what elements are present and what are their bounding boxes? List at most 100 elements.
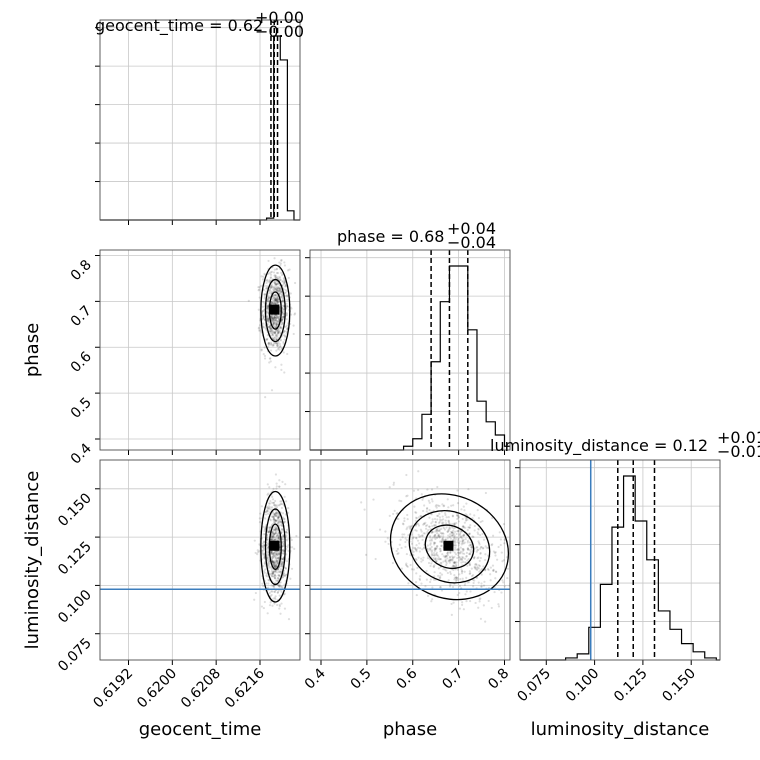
sample-point xyxy=(257,327,260,330)
sample-point xyxy=(282,351,285,354)
sample-point xyxy=(276,554,279,557)
sample-point xyxy=(478,559,481,562)
sample-point xyxy=(480,573,483,576)
sample-point xyxy=(431,598,434,601)
sample-point xyxy=(273,565,276,568)
sample-point xyxy=(262,322,265,325)
sample-point xyxy=(268,327,272,330)
sample-point xyxy=(275,271,279,275)
sample-point xyxy=(477,540,480,543)
sample-point xyxy=(272,533,276,537)
sample-point xyxy=(273,528,276,531)
sample-point xyxy=(448,526,451,529)
sample-point xyxy=(417,556,420,559)
sample-point xyxy=(483,580,486,583)
sample-point xyxy=(440,544,443,547)
sample-point xyxy=(277,327,280,330)
sample-point xyxy=(273,574,276,578)
sample-point xyxy=(292,324,295,327)
sample-point xyxy=(279,500,282,503)
sample-point xyxy=(456,577,459,580)
sample-point xyxy=(269,330,273,333)
sample-point xyxy=(274,317,278,321)
sample-point xyxy=(283,279,286,282)
sample-point xyxy=(262,275,265,278)
sample-point xyxy=(405,539,408,542)
sample-point xyxy=(275,314,278,317)
sample-point xyxy=(429,580,432,584)
sample-point xyxy=(412,536,415,539)
sample-point xyxy=(277,516,280,519)
sample-point xyxy=(431,520,434,523)
sample-point xyxy=(500,551,503,554)
sample-point xyxy=(456,548,459,551)
sample-point xyxy=(423,504,426,507)
sample-point xyxy=(273,590,276,594)
sample-point xyxy=(278,552,281,555)
sample-point xyxy=(271,572,274,575)
sample-point xyxy=(277,520,280,523)
sample-point xyxy=(271,495,274,498)
sample-point xyxy=(445,562,448,565)
sample-point xyxy=(275,527,278,531)
sample-point xyxy=(453,523,456,526)
sample-point xyxy=(274,511,278,515)
sample-point xyxy=(267,300,270,304)
sample-point xyxy=(288,268,291,271)
sample-point xyxy=(284,530,288,533)
sample-point xyxy=(273,268,276,271)
sample-point xyxy=(409,540,412,543)
sample-point xyxy=(271,286,274,289)
sample-point xyxy=(424,521,427,524)
sample-point xyxy=(456,541,459,544)
sample-point xyxy=(277,316,280,319)
sample-point xyxy=(476,557,479,560)
sample-point xyxy=(477,606,480,609)
sample-point xyxy=(392,512,395,516)
sample-point xyxy=(501,560,504,563)
sample-point xyxy=(276,550,279,553)
sample-point xyxy=(451,531,454,534)
sample-point xyxy=(268,325,271,329)
sample-point xyxy=(480,585,483,588)
sample-point xyxy=(473,555,476,559)
sample-point xyxy=(502,522,506,526)
sample-point xyxy=(452,537,456,540)
sample-point xyxy=(454,544,458,547)
sample-point xyxy=(267,526,270,529)
sample-point xyxy=(272,553,275,557)
sample-point xyxy=(272,321,275,325)
sample-point xyxy=(435,559,438,562)
sample-point xyxy=(459,536,462,539)
sample-point xyxy=(271,529,274,532)
sample-point xyxy=(283,338,286,341)
contour-level-1 xyxy=(264,508,286,586)
sample-point xyxy=(270,270,274,274)
sample-point xyxy=(285,531,288,534)
sample-point xyxy=(424,585,427,588)
sample-point xyxy=(258,296,261,299)
sample-point xyxy=(278,329,281,332)
sample-point xyxy=(271,316,274,319)
sample-point xyxy=(426,506,429,510)
sample-point xyxy=(421,558,425,562)
sample-point xyxy=(282,307,285,311)
sample-point xyxy=(276,559,279,562)
sample-point xyxy=(438,504,441,508)
sample-point xyxy=(267,296,270,299)
sample-point xyxy=(274,319,277,322)
sample-point xyxy=(274,538,277,541)
sample-point xyxy=(460,550,463,553)
sample-point xyxy=(461,525,464,528)
sample-point xyxy=(463,533,466,536)
sample-point xyxy=(441,553,444,556)
sample-point xyxy=(444,522,448,525)
sample-point xyxy=(363,508,366,511)
panel-2-1 xyxy=(305,459,511,665)
sample-point xyxy=(265,575,269,578)
sample-point xyxy=(276,321,279,324)
sample-point xyxy=(271,536,274,539)
sample-point xyxy=(267,294,270,298)
sample-point xyxy=(426,529,430,532)
sample-point xyxy=(277,536,280,540)
